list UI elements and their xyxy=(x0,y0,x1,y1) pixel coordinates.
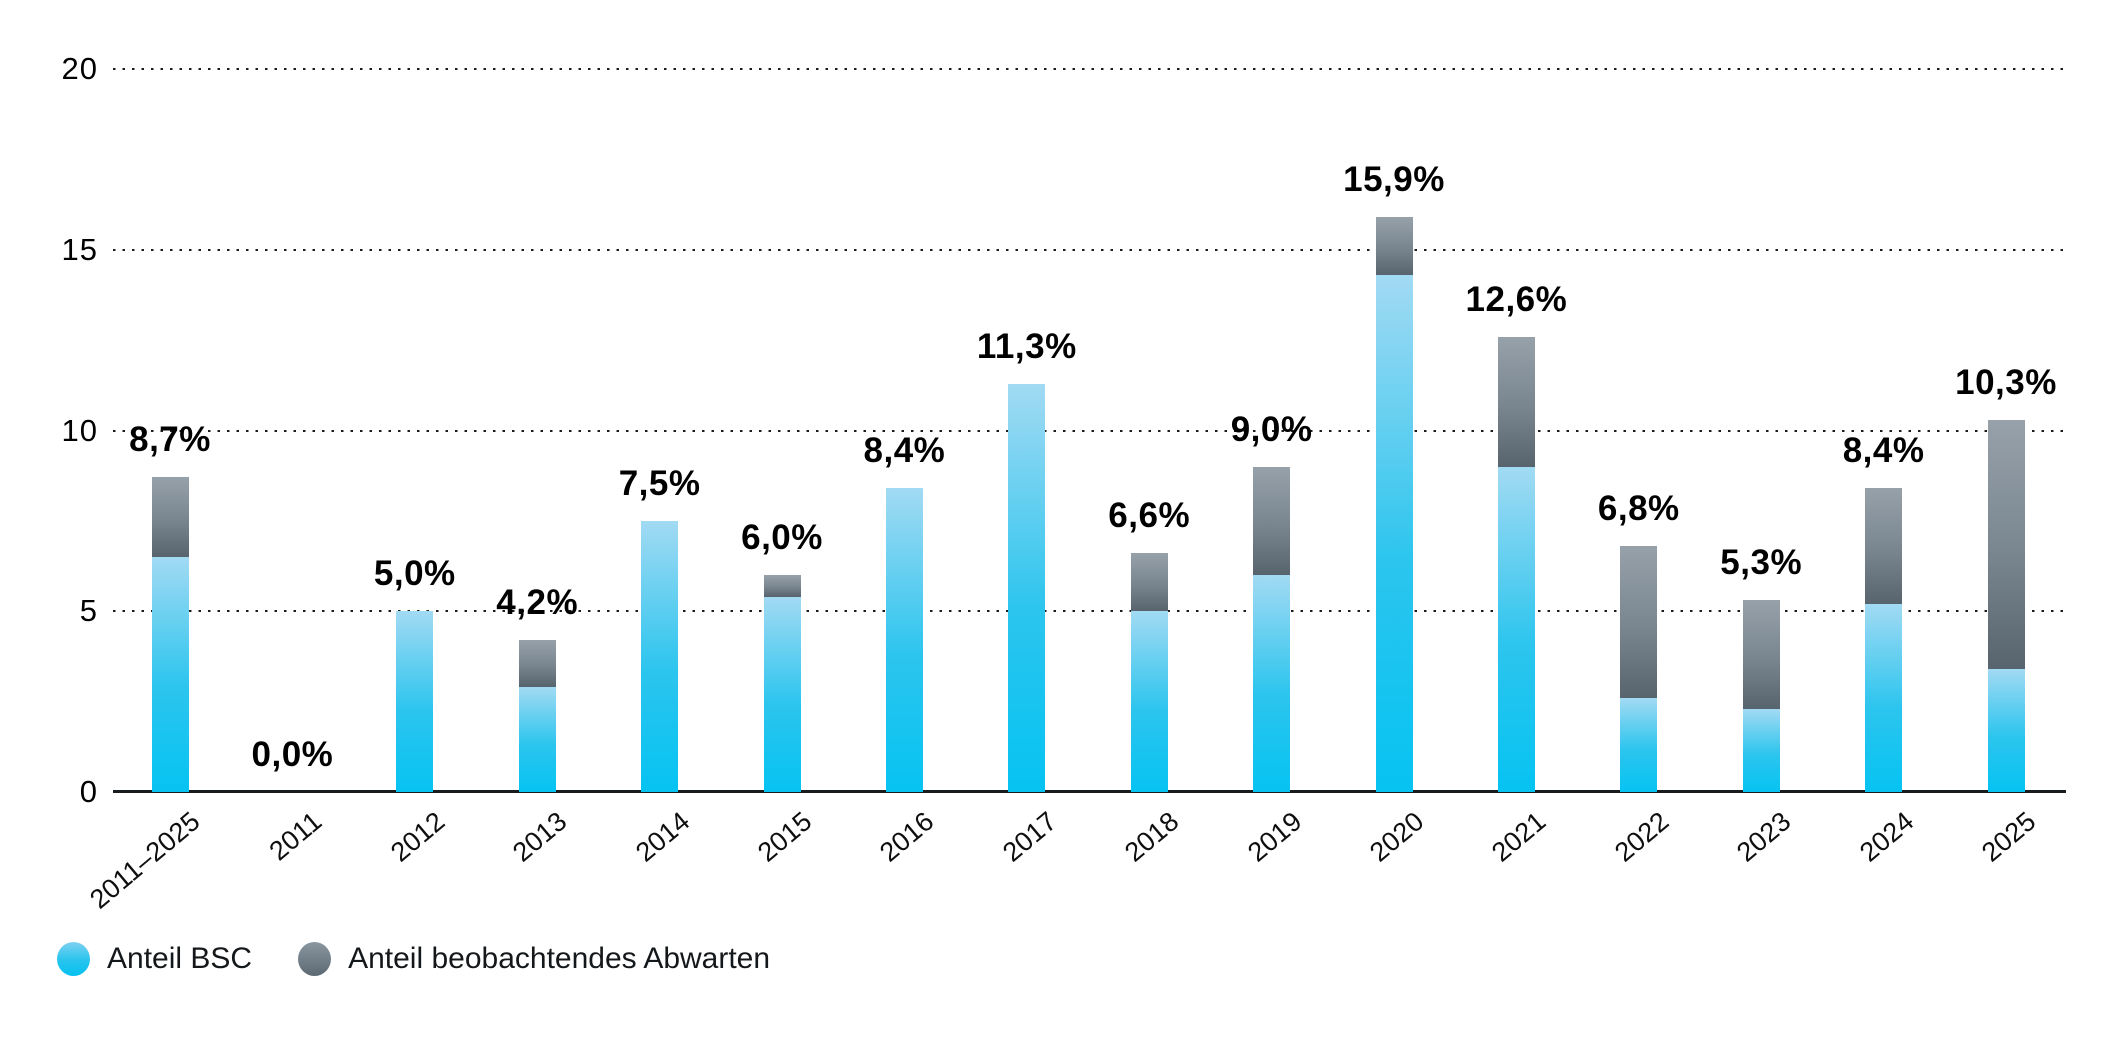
total-label-2013: 4,2% xyxy=(496,583,579,623)
bar-segment-bsc-2013 xyxy=(518,687,556,792)
x-tick-label-2016: 2016 xyxy=(874,806,940,868)
total-label-2017: 11,3% xyxy=(976,326,1077,366)
total-label-2016: 8,4% xyxy=(863,431,946,471)
total-label-2021: 12,6% xyxy=(1465,279,1568,319)
bar-segment-bsc-2020 xyxy=(1375,275,1413,792)
y-tick-label: 10 xyxy=(61,412,98,448)
y-tick-label: 0 xyxy=(79,774,98,809)
bar-segment-bsc-2017 xyxy=(1008,383,1046,792)
x-tick-label-2023: 2023 xyxy=(1731,806,1797,868)
bar-segment-bsc-2016 xyxy=(885,488,923,792)
legend-swatch-bsc-icon xyxy=(57,942,90,976)
x-tick-label-2015: 2015 xyxy=(751,806,818,868)
x-tick-label-2018: 2018 xyxy=(1119,806,1185,868)
x-tick-label-2013: 2013 xyxy=(507,806,573,868)
bar-segment-bsc-2023 xyxy=(1742,708,1780,792)
bar-segment-abwarten-2024 xyxy=(1865,488,1903,604)
bar-segment-abwarten-2025 xyxy=(1987,419,2025,670)
bar-segment-bsc-2014 xyxy=(641,520,679,792)
bar-segment-bsc-2021 xyxy=(1497,466,1535,792)
legend-swatch-abwarten-icon xyxy=(298,942,332,976)
total-label-2011: 0,0% xyxy=(251,735,334,774)
x-tick-label-2011: 2011 xyxy=(263,806,328,867)
gridline xyxy=(113,248,2066,251)
bar-segment-bsc-2018 xyxy=(1130,611,1168,792)
x-tick-label-2020: 2020 xyxy=(1363,806,1430,868)
y-tick-label: 5 xyxy=(79,593,98,629)
legend: Anteil BSC Anteil beobachtendes Abwarten xyxy=(57,942,770,976)
legend-item-bsc: Anteil BSC xyxy=(57,942,252,976)
bar-segment-abwarten-2020 xyxy=(1375,217,1413,276)
y-tick-label: 15 xyxy=(61,231,98,267)
gridline xyxy=(113,429,2066,432)
total-label-2015: 6,0% xyxy=(741,518,823,558)
total-label-2019: 9,0% xyxy=(1230,409,1313,449)
x-tick-label-2014: 2014 xyxy=(629,806,695,868)
bar-segment-bsc-2011-2025 xyxy=(151,557,189,792)
x-tick-label-2019: 2019 xyxy=(1241,806,1307,868)
x-tick-label-2025: 2025 xyxy=(1975,806,2042,868)
total-label-2024: 8,4% xyxy=(1842,431,1925,471)
bar-segment-abwarten-2022 xyxy=(1620,546,1658,698)
x-axis-line xyxy=(113,790,2066,793)
total-label-2022: 6,8% xyxy=(1597,489,1680,529)
bar-segment-bsc-2022 xyxy=(1620,698,1658,792)
y-tick-label: 20 xyxy=(61,51,98,86)
bar-segment-bsc-2025 xyxy=(1987,669,2025,792)
x-tick-label-2022: 2022 xyxy=(1608,806,1675,868)
bar-segment-abwarten-2018 xyxy=(1130,553,1168,612)
bar-segment-bsc-2024 xyxy=(1865,604,1903,792)
legend-label: Anteil beobachtendes Abwarten xyxy=(348,942,771,975)
total-label-2020: 15,9% xyxy=(1343,160,1445,200)
x-tick-label-2012: 2012 xyxy=(384,806,451,868)
bar-segment-abwarten-2019 xyxy=(1253,466,1291,576)
total-label-2014: 7,5% xyxy=(618,463,701,503)
total-label-2023: 5,3% xyxy=(1720,543,1803,583)
bar-segment-abwarten-2013 xyxy=(518,640,556,688)
x-tick-label-2017: 2017 xyxy=(996,806,1063,868)
bar-segment-bsc-2015 xyxy=(763,596,801,792)
bar-segment-bsc-2012 xyxy=(396,611,434,792)
bar-segment-bsc-2019 xyxy=(1253,575,1291,792)
gridline xyxy=(113,68,2066,70)
x-tick-label-2021: 2021 xyxy=(1486,806,1552,868)
x-tick-label-2024: 2024 xyxy=(1853,806,1919,868)
total-label-2025: 10,3% xyxy=(1955,362,2057,402)
bar-segment-abwarten-2021 xyxy=(1497,336,1535,467)
total-label-2011-2025: 8,7% xyxy=(129,420,211,460)
gridline xyxy=(113,610,2066,613)
total-label-2012: 5,0% xyxy=(373,554,456,594)
bar-segment-abwarten-2011-2025 xyxy=(151,477,189,557)
legend-label: Anteil BSC xyxy=(107,942,253,975)
total-label-2018: 6,6% xyxy=(1108,496,1191,536)
bar-segment-abwarten-2015 xyxy=(763,575,801,597)
x-tick-label-2011-2025: 2011–2025 xyxy=(83,806,206,915)
bar-segment-abwarten-2023 xyxy=(1742,600,1780,709)
legend-item-abwarten: Anteil beobachtendes Abwarten xyxy=(298,942,770,976)
